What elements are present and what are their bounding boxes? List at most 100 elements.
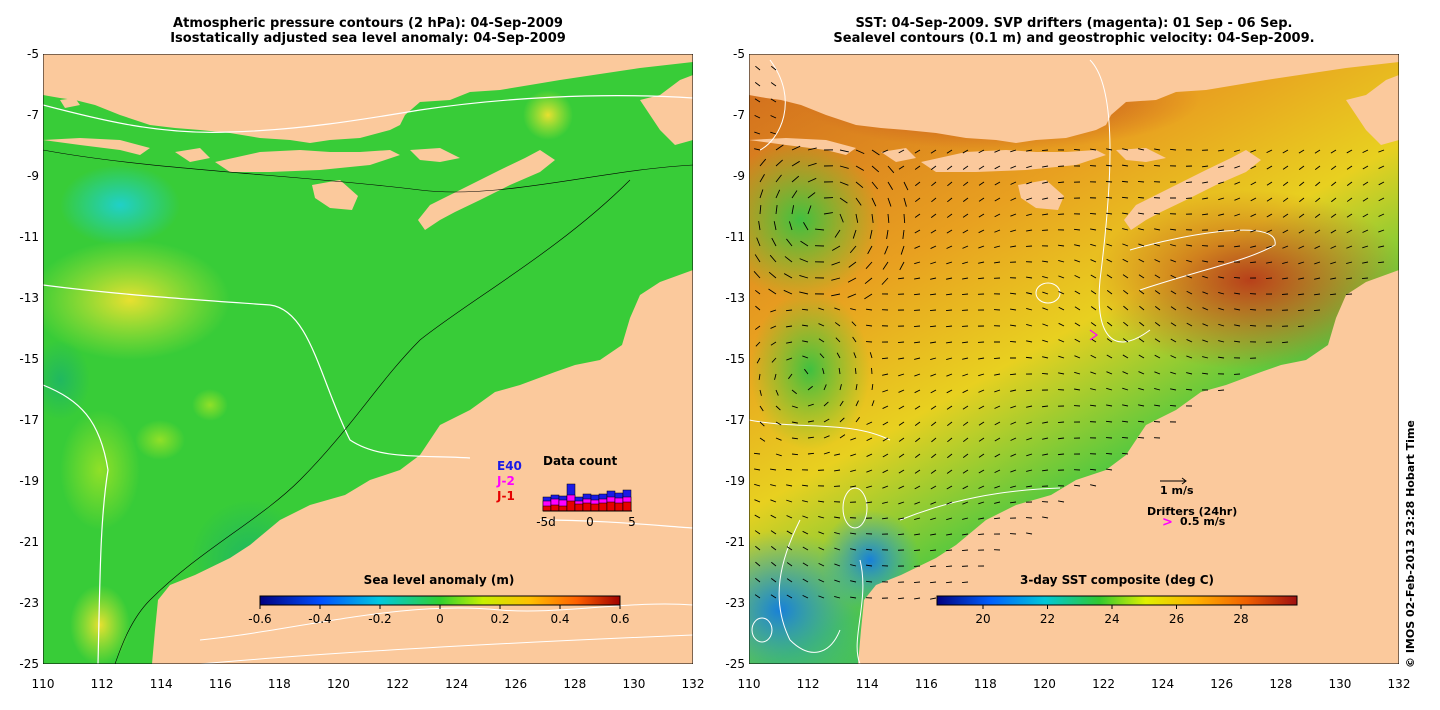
velocity-arrow — [1090, 388, 1097, 391]
sst-colorbar-tick-20: 20 — [975, 612, 990, 626]
velocity-arrow — [1218, 181, 1225, 185]
velocity-arrow — [818, 323, 825, 327]
sumba — [312, 180, 358, 210]
velocity-arrow — [962, 165, 969, 170]
velocity-arrow — [1009, 501, 1017, 504]
velocity-arrow — [855, 384, 858, 391]
velocity-arrow — [850, 437, 857, 441]
velocity-arrow — [1297, 293, 1305, 296]
left-lon-tick-118: 118 — [268, 677, 291, 691]
velocity-arrow — [897, 533, 905, 536]
velocity-arrow — [799, 275, 809, 279]
velocity-arrow — [946, 245, 953, 249]
velocity-arrow — [962, 149, 969, 154]
velocity-arrow — [1297, 325, 1305, 328]
velocity-arrow — [1105, 181, 1113, 183]
velocity-arrow — [994, 421, 1001, 426]
tanimbar — [640, 75, 693, 145]
velocity-arrow — [1250, 245, 1257, 248]
velocity-arrow — [994, 181, 1001, 186]
velocity-arrow — [1314, 277, 1321, 280]
velocity-arrow — [1234, 308, 1241, 311]
velocity-arrow — [1074, 371, 1081, 375]
velocity-arrow — [978, 437, 985, 442]
velocity-arrow — [946, 517, 953, 521]
velocity-arrow — [898, 373, 905, 377]
velocity-arrow — [807, 436, 815, 439]
flores — [215, 150, 400, 172]
sumbawa — [175, 148, 210, 162]
velocity-arrow — [1362, 213, 1369, 218]
velocity-arrow — [1058, 500, 1065, 503]
velocity-arrow — [1186, 259, 1193, 263]
velocity-arrow — [754, 82, 761, 87]
australia-land — [152, 270, 693, 664]
velocity-arrow — [770, 115, 777, 119]
velocity-arrow — [1330, 149, 1337, 154]
velocity-arrow — [1057, 181, 1065, 184]
right-map — [749, 54, 1399, 664]
count-bar-j1 — [598, 502, 608, 512]
velocity-arrow — [1138, 274, 1145, 279]
velocity-arrow — [1202, 260, 1209, 263]
velocity-arrow — [1201, 213, 1209, 216]
velocity-arrow — [785, 468, 793, 471]
velocity-arrow — [1123, 321, 1129, 327]
velocity-arrow — [1138, 258, 1145, 263]
count-bar-j1 — [550, 504, 560, 512]
velocity-arrow — [865, 580, 873, 583]
velocity-arrow — [1330, 165, 1337, 170]
velocity-arrow — [1105, 420, 1113, 423]
velocity-arrow — [1266, 149, 1273, 154]
velocity-arrow — [871, 383, 874, 391]
velocity-arrow — [1218, 307, 1225, 311]
velocity-arrow — [1361, 277, 1369, 279]
velocity-arrow — [887, 181, 894, 190]
velocity-arrow — [871, 165, 880, 173]
velocity-arrow — [822, 368, 825, 375]
velocity-arrow — [866, 437, 873, 442]
velocity-arrow — [807, 420, 814, 423]
velocity-arrow — [1122, 274, 1129, 279]
velocity-arrow — [754, 325, 761, 330]
velocity-arrow — [978, 149, 985, 154]
velocity-arrow — [1346, 245, 1353, 249]
left-lat-tick--13: -13 — [19, 291, 39, 305]
velocity-arrow — [1297, 309, 1305, 311]
velocity-arrow — [850, 596, 857, 599]
velocity-arrow — [882, 469, 889, 474]
velocity-arrow — [1138, 228, 1145, 231]
velocity-arrow — [1154, 228, 1161, 231]
velocity-arrow — [1058, 322, 1065, 327]
velocity-arrow — [869, 352, 873, 359]
velocity-arrow — [914, 597, 921, 600]
velocity-arrow — [962, 373, 969, 377]
velocity-arrow — [1170, 355, 1177, 359]
velocity-arrow — [1218, 165, 1225, 168]
velocity-arrow — [786, 578, 793, 583]
left-title-line2: Isostatically adjusted sea level anomaly… — [170, 31, 566, 46]
velocity-arrow — [1074, 259, 1081, 263]
velocity-arrow — [1107, 321, 1113, 327]
velocity-arrow — [799, 258, 809, 263]
sst-colorbar-tick-26: 26 — [1169, 612, 1184, 626]
right-lon-tick-116: 116 — [915, 677, 938, 691]
velocity-arrow — [962, 181, 969, 187]
velocity-arrow — [1282, 261, 1289, 265]
velocity-arrow — [1249, 261, 1257, 264]
velocity-arrow — [946, 277, 953, 280]
velocity-arrow — [1026, 405, 1033, 408]
velocity-arrow — [1250, 229, 1257, 233]
velocity-arrow — [1265, 277, 1273, 280]
velocity-arrow — [775, 144, 784, 151]
left-lon-tick-124: 124 — [445, 677, 468, 691]
velocity-arrow — [1074, 290, 1081, 295]
velocity-arrow — [831, 293, 841, 297]
count-bar-j1 — [558, 505, 568, 512]
velocity-arrow — [1026, 307, 1033, 311]
velocity-arrow — [1058, 339, 1065, 343]
velocity-arrow — [914, 165, 921, 170]
velocity-arrow — [914, 421, 921, 426]
right-panel-title: SST: 04-Sep-2009. SVP drifters (magenta)… — [749, 16, 1399, 46]
sla-colorbar-label: Sea level anomaly (m) — [364, 573, 515, 587]
